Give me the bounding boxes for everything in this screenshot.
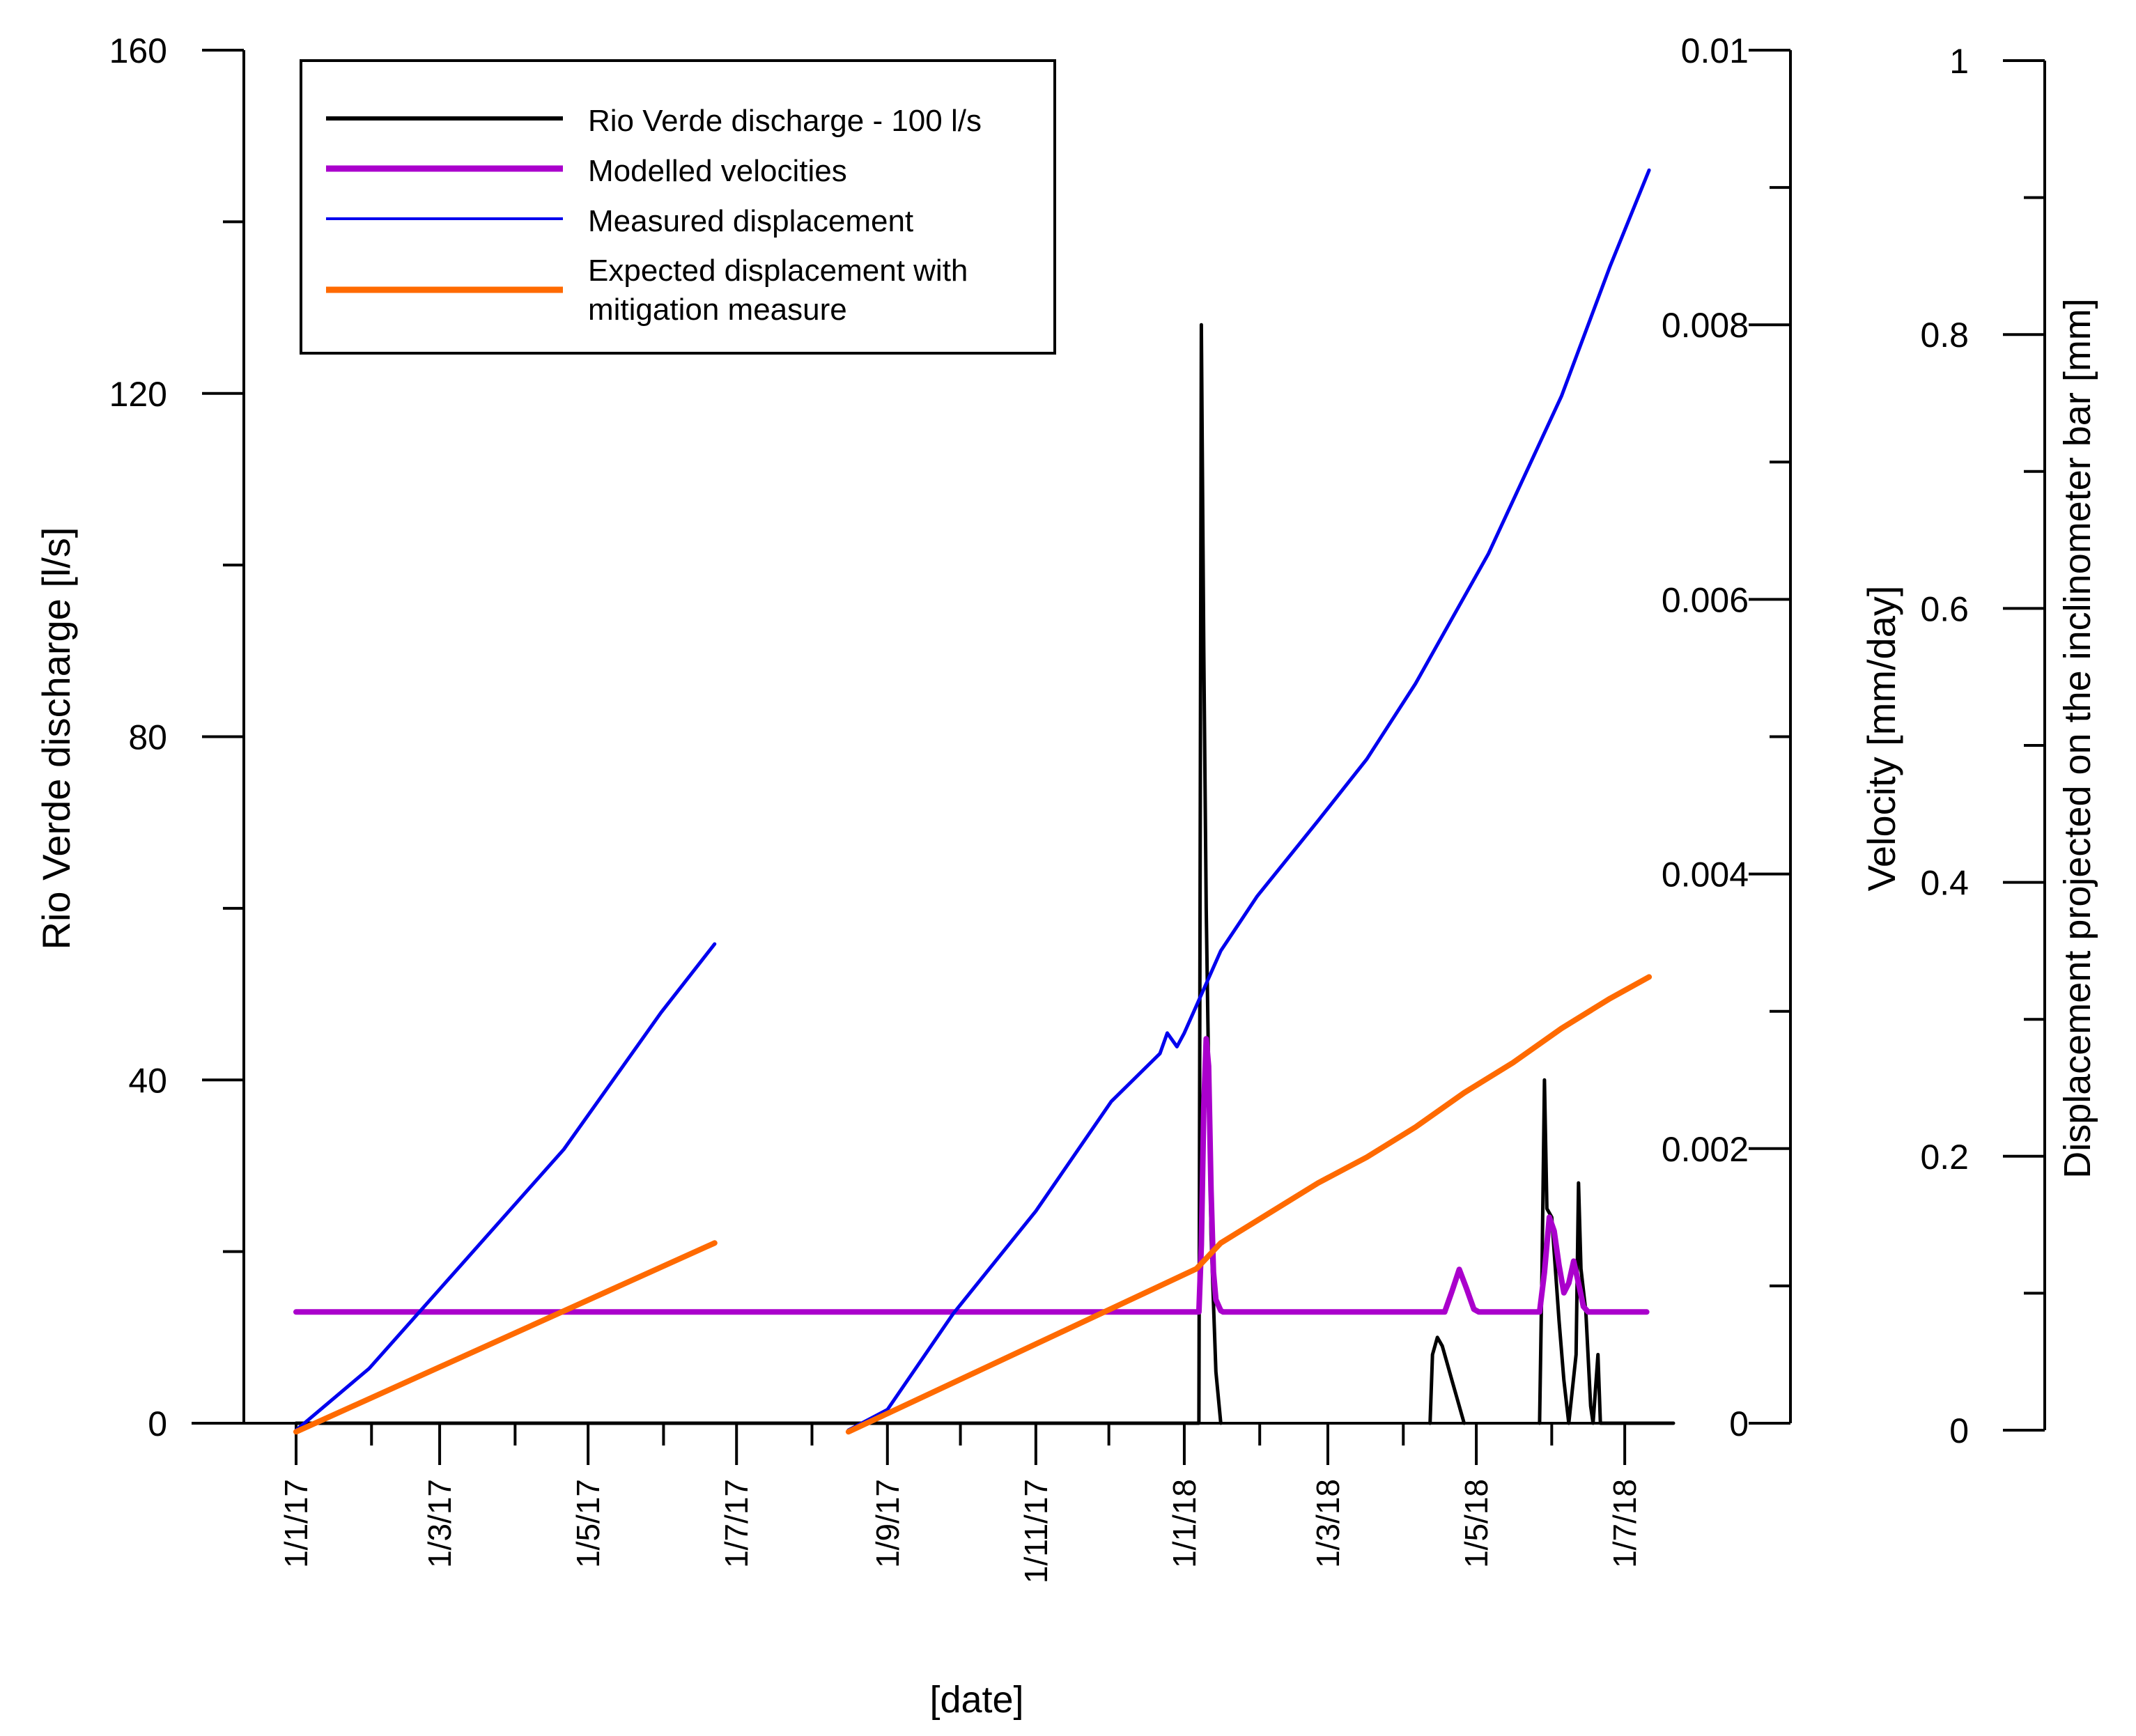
legend-label-expected-line1: Expected displacement with — [588, 254, 968, 288]
y-axis-title-velocity: Velocity [mm/day] — [1859, 586, 1903, 892]
series-measured-displacement-segment-0 — [294, 942, 717, 1432]
x-tick-label-0: 1/1/17 — [278, 1479, 314, 1568]
x-axis-title: [date] — [929, 1679, 1023, 1721]
y-tick-label-discharge-2: 80 — [128, 718, 167, 757]
y-tick-label-velocity-4: 0.008 — [1662, 306, 1749, 345]
series-discharge-segment-1 — [1428, 1335, 1466, 1425]
y-tick-label-velocity-2: 0.004 — [1662, 855, 1749, 894]
legend-label-expected-line2: mitigation measure — [588, 293, 847, 327]
legend-label-expected: Expected displacement with mitigation me… — [588, 254, 977, 327]
series-modelled-velocity-segment-0 — [293, 1036, 1650, 1315]
legend: Rio Verde discharge - 100 l/s Modelled v… — [300, 59, 1056, 355]
x-tick-label-8: 1/5/18 — [1458, 1479, 1494, 1568]
y-tick-label-discharge-4: 160 — [109, 31, 167, 70]
x-tick-label-6: 1/1/18 — [1166, 1479, 1202, 1568]
y-tick-label-displacement-4: 0.8 — [1920, 316, 1969, 355]
x-tick-label-2: 1/5/17 — [570, 1479, 606, 1568]
x-tick-label-7: 1/3/18 — [1310, 1479, 1346, 1568]
legend-box — [300, 59, 1056, 355]
y-tick-label-displacement-3: 0.6 — [1920, 589, 1969, 628]
legend-label-velocity: Modelled velocities — [588, 154, 847, 188]
legend-label-displacement: Measured displacement — [588, 204, 913, 238]
plot-area: 0 40 80 120 160 0 0.002 0.004 0.006 0.008 0.01 0 0.2… — [109, 31, 2046, 1583]
y-axis-title-discharge: Rio Verde discharge [l/s] — [34, 527, 78, 950]
y-tick-label-velocity-5: 0.01 — [1681, 31, 1749, 70]
series-expected-displacement-segment-0 — [293, 1240, 718, 1435]
y-tick-label-velocity-0: 0 — [1729, 1404, 1749, 1443]
y-tick-label-displacement-1: 0.2 — [1920, 1138, 1969, 1177]
y-tick-label-discharge-0: 0 — [148, 1404, 167, 1443]
x-tick-label-5: 1/11/17 — [1018, 1479, 1054, 1583]
series-discharge-segment-2 — [1538, 1078, 1675, 1425]
series-measured-displacement-segment-1 — [846, 168, 1651, 1432]
x-tick-label-1: 1/3/17 — [421, 1479, 458, 1568]
legend-label-discharge: Rio Verde discharge - 100 l/s — [588, 104, 982, 138]
y-tick-label-velocity-1: 0.002 — [1662, 1130, 1749, 1169]
y-tick-label-discharge-3: 120 — [109, 375, 167, 414]
x-tick-label-9: 1/7/18 — [1607, 1479, 1643, 1568]
y-axis-title-displacement: Displacement projected on the inclinomet… — [2057, 298, 2098, 1179]
y-tick-label-displacement-0: 0 — [1949, 1411, 1969, 1450]
y-tick-label-displacement-2: 0.4 — [1920, 864, 1969, 903]
y-tick-label-displacement-5: 1 — [1949, 42, 1969, 81]
series-expected-displacement-segment-1 — [845, 974, 1653, 1435]
y-tick-label-velocity-3: 0.006 — [1662, 580, 1749, 619]
x-tick-label-4: 1/9/17 — [869, 1479, 906, 1568]
x-tick-label-3: 1/7/17 — [718, 1479, 754, 1568]
y-tick-label-discharge-1: 40 — [128, 1061, 167, 1100]
